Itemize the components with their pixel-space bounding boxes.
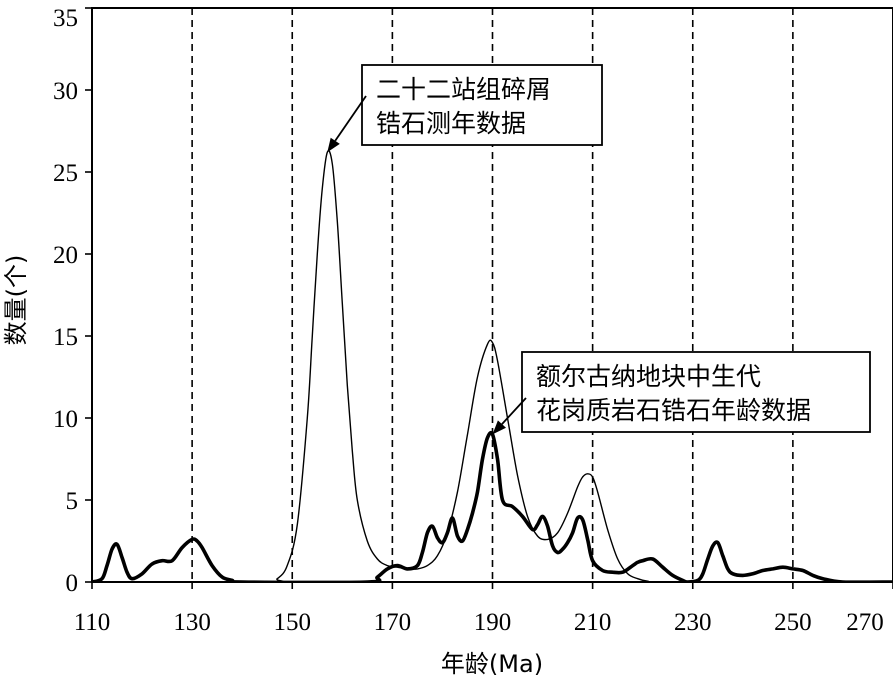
y-tick-label: 20 bbox=[53, 242, 78, 269]
granite-zircon-curve bbox=[92, 430, 893, 582]
y-tick-label: 15 bbox=[53, 324, 78, 351]
annotation-arrows bbox=[327, 95, 527, 435]
y-axis-title: 数量(个) bbox=[2, 255, 30, 346]
y-tick-label: 5 bbox=[66, 488, 79, 515]
x-tick-label: 150 bbox=[274, 609, 312, 636]
annotation-box bbox=[521, 351, 871, 433]
annotation-box bbox=[361, 64, 603, 146]
x-tick-label: 110 bbox=[74, 609, 111, 636]
annotation-line: 二十二站组碎屑 bbox=[376, 75, 551, 104]
annotation-line: 锆石测年数据 bbox=[376, 109, 526, 138]
arrow-shaft bbox=[501, 397, 527, 425]
annotation-granite-zircon: 额尔古纳地块中生代 花岗质岩石锆石年龄数据 bbox=[521, 351, 871, 433]
y-tick-label: 0 bbox=[66, 570, 79, 597]
y-tick-label: 35 bbox=[53, 5, 78, 32]
annotation-detrital-zircon: 二十二站组碎屑 锆石测年数据 bbox=[361, 64, 603, 146]
x-axis-ticks: 110 130 150 170 190 210 230 250 270 bbox=[74, 582, 893, 636]
x-tick-label: 130 bbox=[173, 609, 211, 636]
y-tick-label: 25 bbox=[53, 160, 78, 187]
annotation-line: 花岗质岩石锆石年龄数据 bbox=[536, 396, 811, 425]
x-axis-title: 年龄(Ma) bbox=[441, 650, 543, 678]
x-tick-label: 250 bbox=[774, 609, 812, 636]
x-tick-label: 270 bbox=[846, 609, 884, 636]
y-tick-label: 10 bbox=[53, 406, 78, 433]
arrow-head bbox=[327, 137, 340, 153]
x-tick-label: 230 bbox=[674, 609, 712, 636]
arrow-head bbox=[492, 420, 506, 435]
distribution-curves bbox=[92, 150, 893, 582]
x-tick-label: 210 bbox=[574, 609, 612, 636]
annotation-line: 额尔古纳地块中生代 bbox=[536, 362, 761, 391]
y-tick-label: 30 bbox=[53, 78, 78, 105]
x-tick-label: 170 bbox=[374, 609, 412, 636]
arrow-shaft bbox=[334, 95, 367, 142]
y-axis-ticks: 0 5 10 15 20 25 30 35 bbox=[53, 5, 92, 597]
x-tick-label: 190 bbox=[474, 609, 512, 636]
